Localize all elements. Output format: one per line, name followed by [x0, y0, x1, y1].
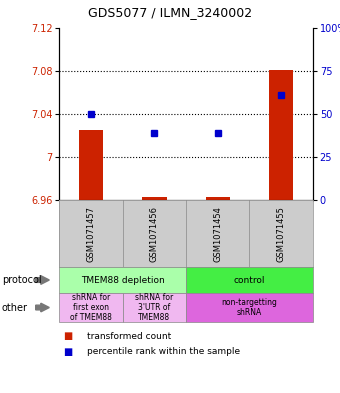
Text: non-targetting
shRNA: non-targetting shRNA [222, 298, 277, 317]
Text: GSM1071454: GSM1071454 [213, 206, 222, 262]
Text: shRNA for
3'UTR of
TMEM88: shRNA for 3'UTR of TMEM88 [135, 293, 174, 322]
Bar [186, 293, 313, 322]
Text: GSM1071457: GSM1071457 [87, 206, 96, 262]
Bar [59, 293, 123, 322]
Text: protocol: protocol [2, 275, 41, 285]
Text: control: control [234, 275, 265, 285]
Text: GSM1071456: GSM1071456 [150, 206, 159, 262]
Text: GDS5077 / ILMN_3240002: GDS5077 / ILMN_3240002 [88, 6, 252, 19]
Bar [206, 197, 230, 200]
Text: other: other [2, 303, 28, 312]
Bar [142, 197, 167, 200]
Bar [59, 267, 186, 293]
Text: shRNA for
first exon
of TMEM88: shRNA for first exon of TMEM88 [70, 293, 112, 322]
Text: ■: ■ [63, 347, 72, 357]
Text: ■: ■ [63, 331, 72, 341]
Bar [186, 267, 313, 293]
Text: TMEM88 depletion: TMEM88 depletion [81, 275, 165, 285]
Text: percentile rank within the sample: percentile rank within the sample [87, 347, 240, 356]
Bar [79, 130, 103, 200]
Bar [123, 293, 186, 322]
Text: GSM1071455: GSM1071455 [277, 206, 286, 262]
Bar [269, 70, 293, 200]
Text: transformed count: transformed count [87, 332, 171, 340]
